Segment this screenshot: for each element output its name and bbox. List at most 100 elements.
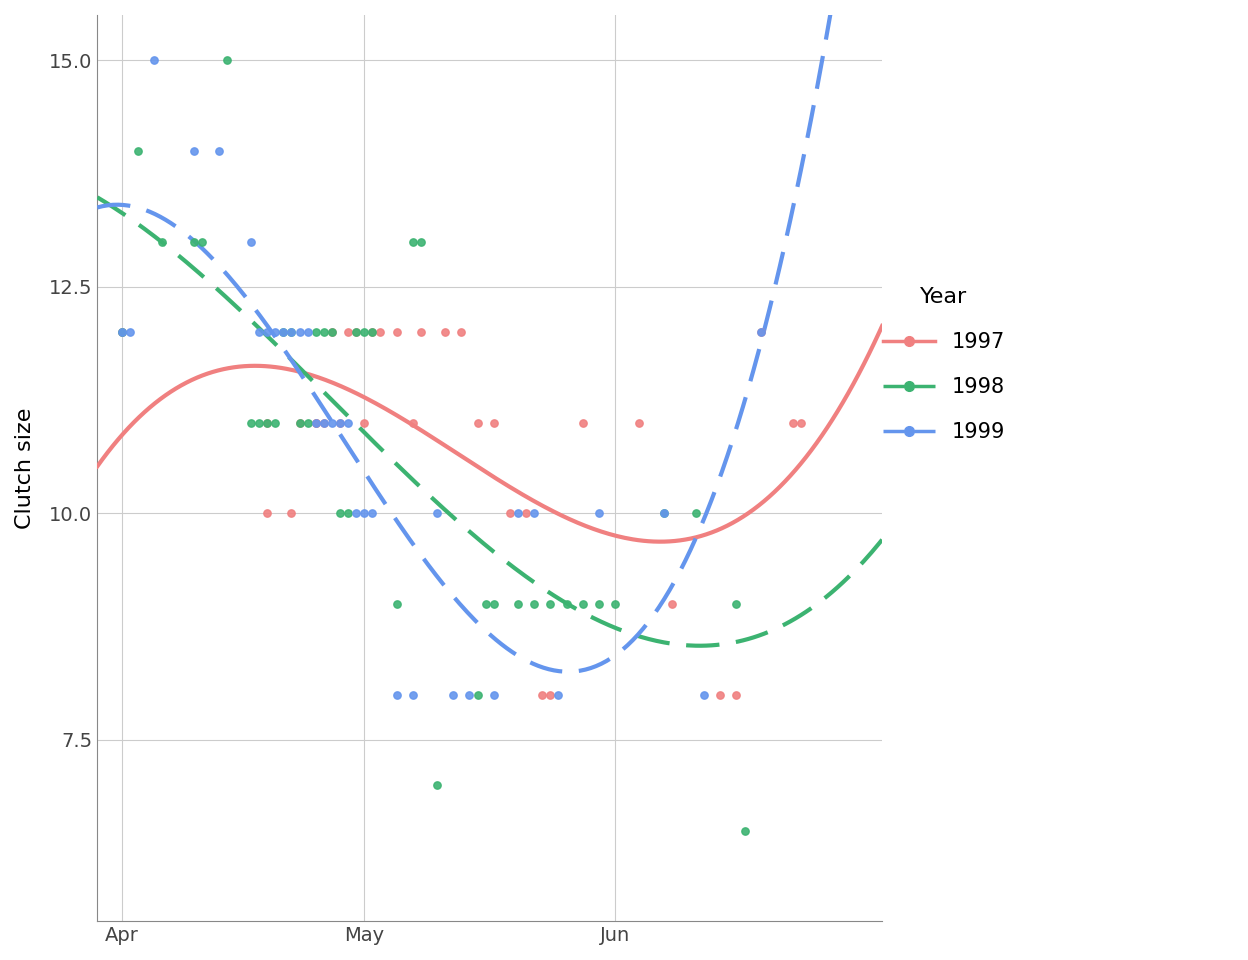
Y-axis label: Clutch size: Clutch size [15, 407, 35, 529]
Point [208, 143, 228, 158]
Point [257, 506, 277, 521]
Point [329, 506, 349, 521]
Point [257, 324, 277, 340]
Point [468, 415, 488, 430]
Point [241, 234, 261, 250]
Point [322, 324, 342, 340]
Point [111, 324, 131, 340]
Point [362, 506, 382, 521]
Point [313, 415, 333, 430]
Point [557, 596, 577, 612]
Point [533, 687, 553, 703]
Point [387, 324, 407, 340]
Point [735, 823, 755, 838]
Point [273, 324, 293, 340]
Point [484, 687, 504, 703]
Point [306, 415, 326, 430]
Point [354, 506, 374, 521]
Point [694, 687, 714, 703]
Point [508, 596, 528, 612]
Point [192, 234, 212, 250]
Point [346, 324, 366, 340]
Point [751, 324, 771, 340]
Point [241, 415, 261, 430]
Point [185, 143, 205, 158]
Point [266, 415, 286, 430]
Point [152, 234, 172, 250]
Point [313, 324, 333, 340]
Point [452, 324, 472, 340]
Point [548, 687, 568, 703]
Point [338, 415, 358, 430]
Point [329, 415, 349, 430]
Point [346, 506, 366, 521]
Point [427, 778, 447, 793]
Point [217, 53, 237, 68]
Point [436, 324, 456, 340]
Point [751, 324, 771, 340]
Point [111, 324, 131, 340]
Point [282, 324, 302, 340]
Point [710, 687, 730, 703]
Point [443, 687, 463, 703]
Point [403, 687, 423, 703]
Point [411, 324, 431, 340]
Point [329, 415, 349, 430]
Point [726, 596, 746, 612]
Point [250, 324, 270, 340]
Point [313, 415, 333, 430]
Point [459, 687, 479, 703]
Point [540, 596, 560, 612]
Point [654, 506, 674, 521]
Point [362, 324, 382, 340]
Point [111, 324, 131, 340]
Point [273, 324, 293, 340]
Point [282, 506, 302, 521]
Point [589, 596, 609, 612]
Point [517, 506, 537, 521]
Point [484, 596, 504, 612]
Point [686, 506, 706, 521]
Point [362, 324, 382, 340]
Point [524, 596, 544, 612]
Point [306, 415, 326, 430]
Point [540, 687, 560, 703]
Point [589, 506, 609, 521]
Point [427, 506, 447, 521]
Point [338, 324, 358, 340]
Point [127, 143, 147, 158]
Point [508, 506, 528, 521]
Point [266, 324, 286, 340]
Point [297, 415, 317, 430]
Point [322, 415, 342, 430]
Point [257, 415, 277, 430]
Point [524, 506, 544, 521]
Point [338, 506, 358, 521]
Point [290, 324, 310, 340]
Point [306, 324, 326, 340]
Point [661, 596, 681, 612]
Point [120, 324, 140, 340]
Point [322, 324, 342, 340]
Point [411, 234, 431, 250]
Point [629, 415, 649, 430]
Point [573, 596, 593, 612]
Point [484, 415, 504, 430]
Point [354, 415, 374, 430]
Point [403, 415, 423, 430]
Point [185, 234, 205, 250]
Point [282, 324, 302, 340]
Point [573, 415, 593, 430]
Point [387, 687, 407, 703]
Point [500, 506, 520, 521]
Point [726, 687, 746, 703]
Point [654, 506, 674, 521]
Point [605, 596, 625, 612]
Point [791, 415, 811, 430]
Point [475, 596, 495, 612]
Point [290, 415, 310, 430]
Point [346, 324, 366, 340]
Legend: 1997, 1998, 1999: 1997, 1998, 1999 [874, 279, 1013, 451]
Point [144, 53, 163, 68]
Point [257, 415, 277, 430]
